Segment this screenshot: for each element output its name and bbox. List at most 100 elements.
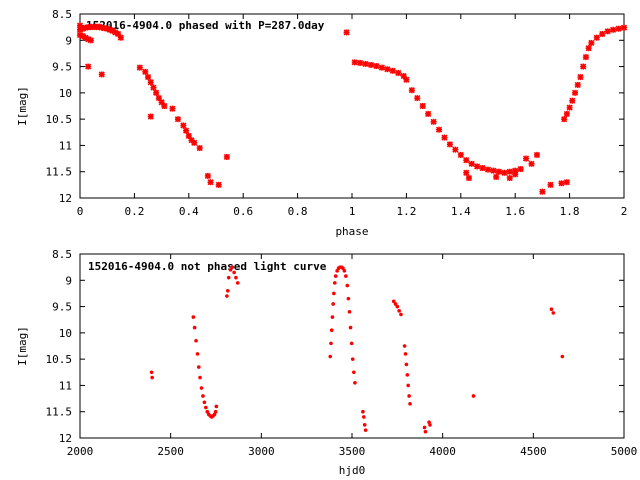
bottom-y-tick-label: 11.5: [46, 406, 73, 419]
top-data-point: [425, 110, 432, 117]
bottom-data-point: [330, 315, 335, 319]
top-y-tick-label: 10.5: [46, 113, 73, 126]
top-data-point: [615, 25, 622, 32]
top-data-point: [517, 166, 524, 173]
bottom-data-point: [192, 325, 197, 330]
bottom-data-point: [196, 365, 201, 369]
bottom-y-axis-label: I[mag]: [16, 326, 29, 366]
top-data-point: [136, 64, 143, 71]
top-data-point: [373, 62, 380, 70]
top-data-point: [479, 164, 486, 172]
top-data-point: [419, 102, 426, 110]
top-data-point: [506, 168, 513, 175]
top-y-tick-label: 8.5: [52, 8, 72, 21]
top-data-point: [446, 141, 453, 148]
top-x-tick-label: 1.6: [505, 205, 525, 218]
bottom-data-point: [235, 281, 240, 285]
top-data-point: [161, 102, 168, 110]
bottom-data-point: [332, 291, 336, 296]
bottom-data-point: [362, 423, 367, 427]
top-data-point: [582, 54, 589, 61]
top-data-point: [523, 155, 530, 162]
top-x-tick-label: 0: [77, 205, 84, 218]
bottom-data-point: [393, 302, 398, 306]
top-data-point: [574, 81, 581, 89]
top-x-tick-label: 1.4: [451, 205, 471, 218]
bottom-data-point: [198, 375, 202, 380]
bottom-data-point: [361, 409, 365, 414]
top-data-point: [147, 113, 154, 120]
bottom-x-tick-label: 4500: [520, 445, 547, 458]
top-x-tick-label: 0.6: [233, 205, 253, 218]
top-data-point: [185, 132, 192, 140]
top-y-tick-label: 9: [65, 34, 72, 47]
top-x-tick-label: 0.2: [124, 205, 144, 218]
bottom-data-point: [408, 402, 412, 406]
bottom-data-point: [406, 383, 411, 388]
top-data-point: [414, 95, 421, 102]
bottom-data-point: [352, 370, 356, 375]
bottom-data-point: [232, 270, 236, 275]
top-data-point: [147, 79, 154, 86]
top-data-point: [569, 97, 576, 104]
top-data-point: [566, 104, 573, 111]
top-data-point: [367, 61, 375, 69]
top-data-point: [351, 59, 358, 66]
top-data-point: [142, 68, 149, 75]
top-data-point: [215, 181, 222, 188]
top-y-tick-label: 12: [59, 192, 72, 205]
top-data-point: [506, 174, 513, 182]
bottom-y-tick-label: 9.5: [52, 301, 72, 314]
bottom-data-point: [428, 423, 432, 427]
bottom-data-point: [226, 275, 231, 280]
bottom-data-point: [397, 308, 401, 313]
top-data-point: [501, 169, 508, 176]
top-data-point: [533, 151, 541, 158]
top-data-point: [468, 160, 475, 167]
bottom-data-point: [205, 409, 210, 414]
bottom-data-point: [405, 373, 410, 377]
top-data-point: [362, 60, 369, 68]
top-data-point: [571, 89, 579, 96]
bottom-data-point: [363, 428, 368, 432]
bottom-x-tick-label: 2000: [67, 445, 94, 458]
top-x-axis-label: phase: [335, 225, 368, 238]
bottom-data-point: [329, 341, 333, 346]
top-data-point: [620, 24, 628, 31]
top-data-point: [117, 34, 124, 41]
top-data-point: [169, 105, 176, 112]
top-data-point: [512, 171, 519, 178]
top-data-point: [490, 167, 497, 174]
top-data-point: [561, 116, 568, 123]
top-data-point: [207, 179, 214, 186]
bottom-x-tick-label: 3000: [248, 445, 275, 458]
top-data-point: [395, 69, 402, 76]
top-data-point: [403, 76, 410, 83]
top-data-point: [599, 30, 606, 38]
top-data-point: [457, 151, 464, 158]
bottom-data-point: [399, 312, 403, 317]
bottom-data-point: [560, 354, 565, 359]
bottom-x-axis-label: hjd0: [339, 464, 366, 477]
bottom-data-point: [344, 274, 348, 278]
bottom-data-point: [346, 296, 351, 301]
bottom-x-tick-label: 3500: [339, 445, 366, 458]
bottom-data-point: [342, 269, 347, 273]
bottom-data-point: [195, 352, 200, 356]
bottom-data-point: [194, 338, 198, 343]
bottom-data-point: [335, 269, 339, 273]
bottom-data-point: [199, 386, 204, 390]
top-data-point: [493, 173, 500, 181]
bottom-chart-title: 152016-4904.0 not phased light curve: [88, 260, 327, 273]
bottom-data-point: [191, 315, 196, 319]
top-data-point: [180, 122, 187, 129]
top-data-point: [463, 169, 470, 176]
bottom-data-point: [225, 294, 229, 298]
bottom-data-point: [150, 375, 154, 380]
bottom-data-point: [471, 394, 476, 398]
top-data-point: [408, 87, 415, 94]
top-data-point: [150, 84, 157, 91]
bottom-data-point: [230, 265, 235, 269]
top-data-point: [144, 74, 152, 81]
